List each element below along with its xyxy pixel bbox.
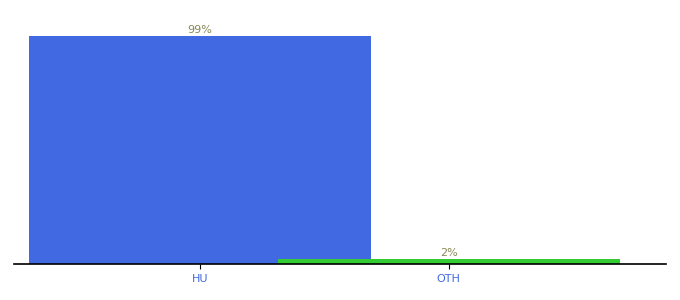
Text: 99%: 99% bbox=[188, 25, 213, 34]
Text: 2%: 2% bbox=[440, 248, 458, 258]
Bar bbox=[29, 36, 371, 264]
Bar bbox=[278, 260, 619, 264]
